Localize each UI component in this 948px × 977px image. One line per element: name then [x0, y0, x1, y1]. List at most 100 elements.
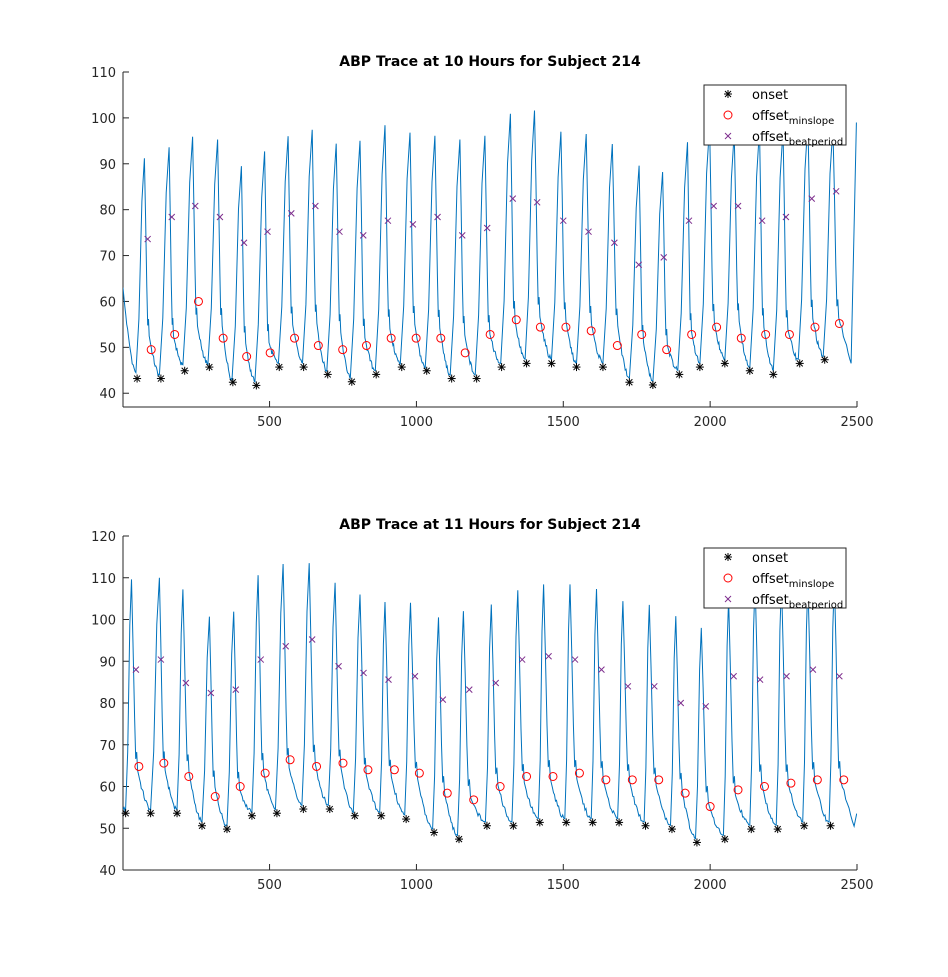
offset_beatperiod-point [677, 699, 685, 707]
onset-point [247, 811, 256, 820]
offset_minslope-point [338, 345, 348, 355]
onset-point [648, 380, 657, 389]
onset-point [820, 355, 829, 364]
offset_minslope-point [290, 333, 300, 343]
onset-point [615, 818, 624, 827]
offset_minslope-point [159, 758, 169, 768]
x-tick-label: 1000 [400, 878, 433, 893]
offset_minslope-point [687, 329, 697, 339]
offset_minslope-point [637, 329, 647, 339]
x-tick-label: 2500 [840, 878, 873, 893]
y-tick-label: 60 [99, 295, 116, 310]
onset-point [422, 366, 431, 375]
offset_minslope-point [436, 333, 446, 343]
series-offset_beatperiod [144, 187, 840, 269]
offset_minslope-point [548, 771, 558, 781]
offset_beatperiod-point [710, 202, 718, 210]
y-tick-label: 50 [99, 822, 116, 837]
offset_minslope-point [313, 341, 323, 351]
y-tick-label: 110 [91, 572, 116, 587]
offset_beatperiod-point [702, 702, 710, 710]
onset-point [323, 370, 332, 379]
offset_minslope-point [810, 322, 820, 332]
offset_beatperiod-point [335, 662, 342, 670]
onset-point [509, 821, 518, 830]
offset_beatperiod-point [635, 261, 643, 269]
offset_minslope-point [389, 765, 399, 775]
offset_minslope-point [193, 296, 203, 306]
legend-marker-offset_beatperiod [724, 132, 732, 140]
offset_minslope-point [265, 348, 275, 358]
offset_minslope-point [662, 345, 672, 355]
offset_minslope-point [260, 768, 270, 778]
offset_minslope-point [210, 792, 220, 802]
offset_beatperiod-point [836, 672, 843, 680]
onset-point [482, 821, 491, 830]
onset-point [572, 363, 581, 372]
offset_minslope-point [469, 795, 479, 805]
offset_minslope-point [761, 329, 771, 339]
offset_beatperiod-point [240, 239, 248, 247]
onset-point [720, 835, 729, 844]
onset-point [795, 359, 804, 368]
onset-point [272, 809, 281, 818]
offset_beatperiod-point [360, 669, 367, 677]
offset_beatperiod-point [650, 682, 658, 690]
legend-marker-offset_minslope [723, 110, 733, 120]
chart-panel-1: ABP Trace at 10 Hours for Subject 214 40 5… [91, 54, 873, 430]
offset_minslope-point [414, 768, 424, 778]
x-tick-label: 1500 [547, 878, 580, 893]
chart-panel-2: ABP Trace at 11 Hours for Subject 214 40 5… [91, 517, 873, 893]
offset_beatperiod-point [782, 213, 790, 221]
offset_minslope-point [786, 778, 796, 788]
offset_minslope-point [705, 802, 715, 812]
y-tick-label: 110 [91, 66, 116, 81]
onset-point [350, 811, 359, 820]
offset_beatperiod-point [624, 682, 632, 690]
offset_beatperiod-point [730, 672, 737, 680]
x-tick-label: 2000 [694, 878, 727, 893]
offset_beatperiod-point [483, 224, 491, 232]
offset_beatperiod-point [756, 676, 764, 683]
offset_beatperiod-point [685, 217, 693, 225]
offset_minslope-point [411, 333, 421, 343]
offset_minslope-point [574, 768, 584, 778]
offset_minslope-point [759, 782, 769, 791]
x-tick-label: 2500 [840, 415, 873, 430]
offset_beatperiod-point [308, 636, 316, 643]
onset-point [180, 366, 189, 375]
offset_beatperiod-point [585, 228, 592, 236]
offset_minslope-point [363, 765, 373, 775]
onset-point [773, 825, 782, 834]
legend-marker-onset [724, 553, 732, 561]
series-onset [133, 355, 829, 390]
onset-point [675, 370, 684, 379]
x-tick-label: 1500 [547, 415, 580, 430]
offset_beatperiod-point [168, 213, 176, 221]
onset-point [299, 805, 308, 814]
legend-marker-offset_minslope [723, 573, 733, 583]
offset_beatperiod-point [545, 652, 552, 660]
onset-point [377, 811, 386, 820]
onset-point [205, 363, 214, 372]
onset-point [252, 381, 261, 390]
offset_beatperiod-point [385, 676, 392, 683]
offset_beatperiod-point [384, 217, 392, 225]
offset_minslope-point [561, 322, 571, 332]
onset-point [522, 359, 531, 368]
offset_beatperiod-point [783, 672, 790, 680]
offset_beatperiod-point [465, 686, 473, 693]
offset_beatperiod-point [611, 239, 618, 247]
y-tick-label: 60 [99, 781, 116, 796]
offset_beatperiod-point [439, 696, 447, 704]
offset_minslope-point [442, 788, 452, 798]
legend-label-onset: onset [752, 551, 788, 566]
offset_beatperiod-point [287, 209, 295, 217]
y-tick-label: 40 [99, 387, 116, 402]
offset_minslope-point [601, 775, 611, 785]
offset_beatperiod-point [434, 213, 441, 221]
offset_minslope-point [654, 775, 664, 785]
x-tick-label: 500 [257, 415, 282, 430]
y-tick-label: 90 [99, 158, 116, 173]
